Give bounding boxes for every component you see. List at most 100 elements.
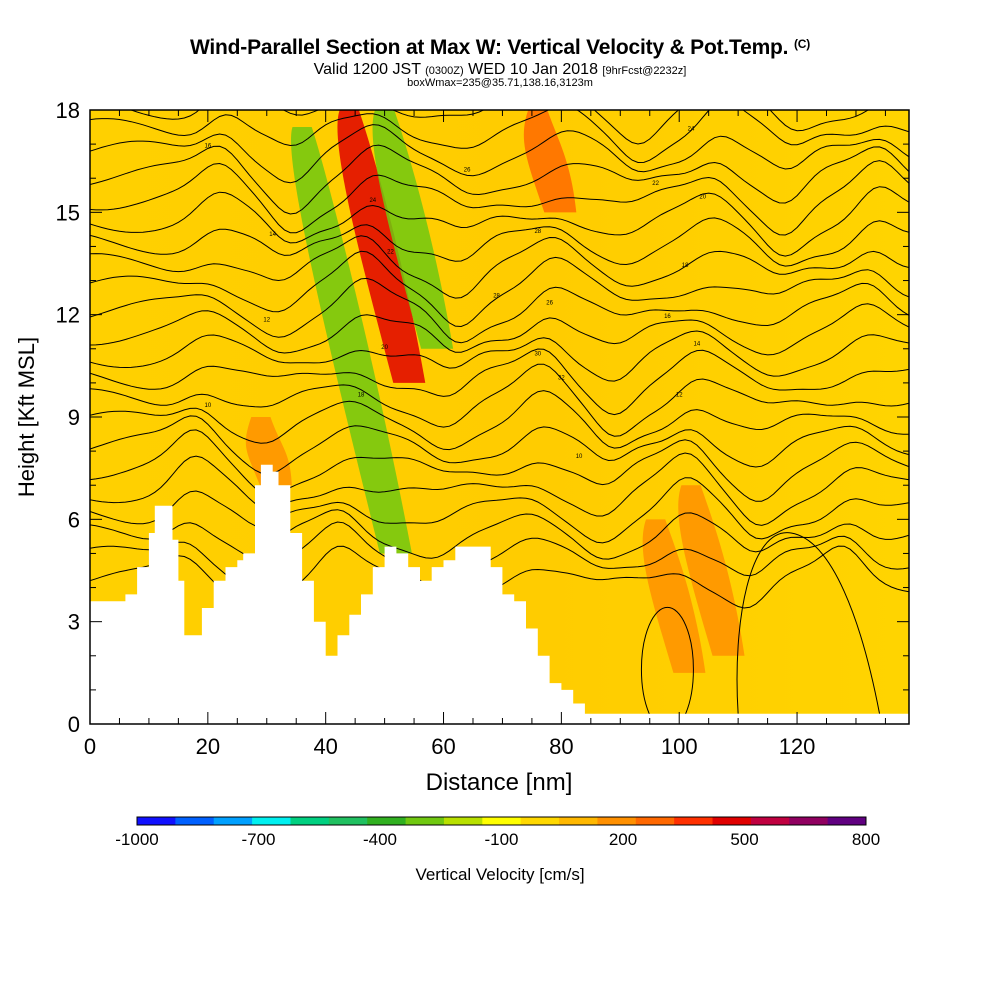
x-tick-label: 80 — [549, 734, 573, 759]
theta-contour-label: 28 — [493, 294, 500, 300]
y-tick-label: 18 — [56, 98, 80, 123]
colorbar-tick-label: -1000 — [115, 830, 158, 849]
colorbar-tick-label: 500 — [730, 830, 758, 849]
colorbar-swatch — [175, 817, 215, 825]
theta-contour-label: 14 — [269, 232, 276, 238]
colorbar-swatch — [328, 817, 368, 825]
colorbar-swatch — [674, 817, 714, 825]
colorbar-swatch — [597, 817, 637, 825]
vertical-velocity-feature — [678, 485, 745, 656]
theta-contour — [90, 330, 909, 382]
theta-contour-label: 14 — [694, 341, 701, 347]
theta-contour — [90, 477, 909, 544]
vertical-velocity-feature — [291, 127, 412, 554]
colorbar-tick-label: 800 — [852, 830, 880, 849]
colorbar-swatch — [750, 817, 790, 825]
theta-contour-label: 10 — [576, 454, 583, 460]
vertical-velocity-feature — [372, 110, 454, 349]
theta-contour — [90, 277, 909, 344]
x-tick-label: 100 — [661, 734, 698, 759]
theta-contour — [90, 144, 909, 215]
vertical-velocity-feature — [523, 110, 577, 213]
theta-contour — [90, 452, 909, 526]
theta-contour-label: 10 — [204, 403, 211, 409]
x-axis-label: Distance [nm] — [426, 769, 573, 796]
colorbar-frame — [136, 816, 867, 826]
theta-contour — [90, 110, 909, 164]
x-tick-label: 120 — [779, 734, 816, 759]
theta-contour-label: 24 — [369, 198, 376, 204]
theta-contour — [90, 235, 909, 299]
theta-contour — [736, 532, 881, 714]
colorbar-tick-label: 200 — [609, 830, 637, 849]
colorbar-swatch — [137, 817, 176, 825]
colorbar-tick-label: -700 — [241, 830, 275, 849]
x-tick-label: 20 — [196, 734, 220, 759]
theta-contour-label: 18 — [358, 393, 365, 399]
theta-contour-label: 12 — [263, 317, 270, 323]
theta-contour-label: 16 — [664, 314, 671, 320]
theta-contour-label: 30 — [534, 352, 541, 358]
colorbar-swatch — [789, 817, 829, 825]
theta-contour — [129, 110, 870, 145]
x-tick-label: 40 — [313, 734, 337, 759]
colorbar-swatch — [252, 817, 291, 825]
theta-contour-label: 12 — [676, 393, 683, 399]
theta-contour — [90, 217, 909, 267]
vertical-velocity-feature — [245, 417, 292, 486]
theta-contour — [90, 303, 909, 356]
theta-contour-label: 26 — [546, 300, 553, 306]
theta-contour-label: 26 — [464, 167, 471, 173]
theta-contour-label: 20 — [699, 195, 706, 201]
colorbar-swatch — [290, 817, 330, 825]
terrain-profile — [90, 464, 909, 724]
vertical-velocity-feature — [642, 519, 706, 673]
theta-contour-label: 22 — [387, 249, 394, 255]
colorbar-swatch — [443, 817, 483, 825]
colorbar-swatch — [213, 817, 253, 825]
x-tick-label: 60 — [431, 734, 455, 759]
y-tick-label: 0 — [68, 712, 80, 737]
theta-contour — [90, 348, 909, 416]
theta-contour-label: 18 — [682, 263, 689, 269]
y-tick-label: 6 — [68, 507, 80, 532]
theta-contour — [90, 429, 909, 502]
y-axis-label: Height [Kft MSL] — [14, 337, 39, 497]
theta-contour-label: 22 — [652, 181, 659, 187]
theta-contour — [90, 186, 909, 257]
colorbar-swatch — [367, 817, 407, 825]
theta-contour — [90, 124, 909, 184]
colorbar-swatch — [405, 817, 445, 825]
chart-subtitle: Valid 1200 JST (0300Z) WED 10 Jan 2018 [… — [313, 61, 687, 78]
colorbar-tick-label: -400 — [363, 830, 397, 849]
theta-contour — [90, 509, 909, 560]
theta-contour-label: 16 — [204, 144, 211, 150]
y-tick-label: 9 — [68, 405, 80, 430]
colorbar-swatch — [559, 817, 598, 825]
theta-contour — [90, 390, 909, 451]
theta-contour-label: 32 — [558, 375, 565, 381]
colorbar-swatch — [482, 817, 522, 825]
chart-title: Wind-Parallel Section at Max W: Vertical… — [189, 36, 811, 59]
theta-contour — [90, 415, 909, 475]
colorbar-label: Vertical Velocity [cm/s] — [415, 865, 584, 884]
theta-contour — [90, 160, 909, 236]
colorbar-swatch — [827, 817, 867, 825]
theta-contour-label: 28 — [534, 229, 541, 235]
y-tick-label: 3 — [68, 610, 80, 635]
x-tick-label: 0 — [84, 734, 96, 759]
y-tick-label: 12 — [56, 303, 80, 328]
chart-box-info: boxWmax=235@35.71,138.16,3123m — [407, 77, 593, 89]
theta-contour — [90, 250, 909, 328]
theta-contour — [90, 363, 909, 437]
colorbar-swatch — [520, 817, 560, 825]
colorbar-swatch — [635, 817, 675, 825]
colorbar-swatch — [712, 817, 752, 825]
colorbar-tick-label: -100 — [484, 830, 518, 849]
y-tick-label: 15 — [56, 200, 80, 225]
theta-contour-label: 24 — [688, 126, 695, 132]
vertical-velocity-feature — [337, 110, 426, 383]
theta-contour — [640, 606, 694, 724]
theta-contour-label: 20 — [381, 345, 388, 351]
